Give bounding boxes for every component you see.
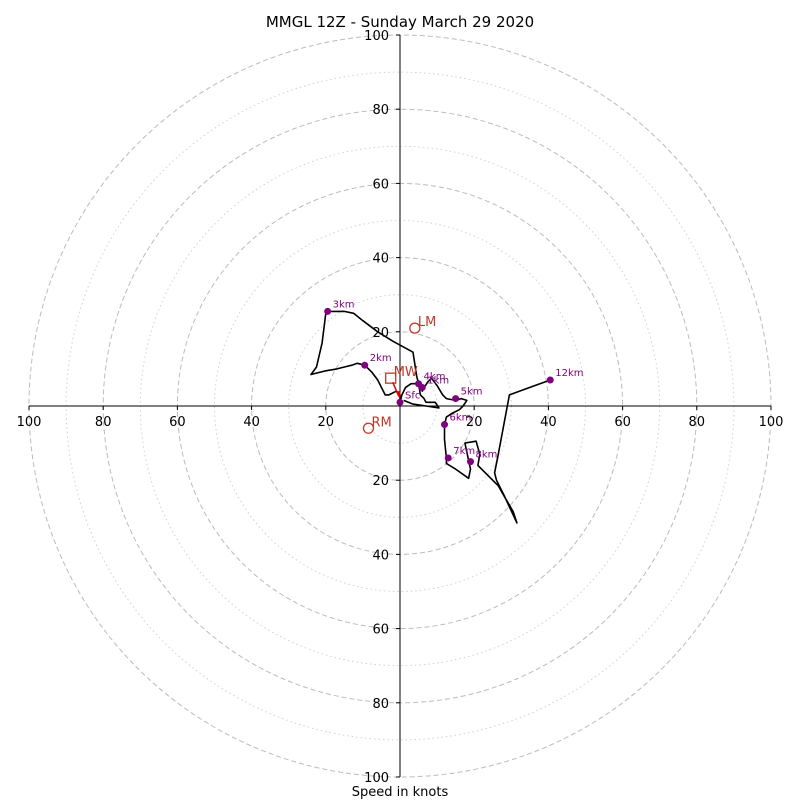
y-tick-label: 20	[372, 474, 389, 489]
storm-motion-marker	[409, 322, 421, 334]
wind-trace-line-low	[399, 382, 440, 409]
height-marker	[466, 458, 474, 466]
wind-trace	[310, 310, 551, 524]
height-marker	[361, 361, 369, 369]
y-tick-label: 60	[372, 177, 389, 192]
x-tick-label: 20	[466, 415, 483, 430]
height-marker	[396, 398, 404, 406]
x-tick-label: 60	[169, 415, 186, 430]
height-label: 1km	[427, 375, 449, 386]
storm-motion-marker	[362, 422, 375, 434]
height-marker	[452, 395, 460, 403]
y-tick-label: 100	[364, 29, 389, 44]
x-tick-label: 60	[614, 415, 631, 430]
height-marker	[441, 421, 449, 429]
tick-labels: 100 80 60 40 20 20 40 60 80 100100806040202040608…	[17, 29, 784, 786]
x-tick-label: 40	[540, 415, 557, 430]
height-label: 4km	[424, 372, 446, 383]
height-label: 3km	[333, 299, 355, 310]
height-label: 12km	[555, 368, 583, 379]
height-marker	[444, 454, 452, 462]
mean-wind-arrowhead	[395, 391, 401, 400]
storm-motion-label: MW	[394, 365, 418, 380]
mean-wind-marker	[385, 372, 397, 384]
storm-motion-label: LM	[418, 315, 436, 330]
y-tick-label: 80	[372, 697, 389, 712]
x-tick-label: 80	[95, 415, 112, 430]
chart-title: MMGL 12Z - Sunday March 29 2020	[266, 13, 534, 31]
y-tick-label: 100	[364, 771, 389, 786]
x-tick-label: 20	[318, 415, 335, 430]
height-label: 8km	[475, 450, 497, 461]
height-label: 2km	[370, 353, 392, 364]
wind-trace-line	[310, 310, 551, 524]
y-tick-label: 60	[372, 623, 389, 638]
x-axis-label: Speed in knots	[352, 785, 449, 800]
height-marker	[546, 376, 554, 384]
axes	[28, 34, 772, 778]
height-label: Sfc	[405, 390, 420, 401]
height-markers: Sfc 1km 2km 3km 4km 5km 6km 7km 8km 12km	[324, 299, 584, 466]
height-label: 6km	[450, 413, 472, 424]
height-label: 7km	[453, 446, 475, 457]
height-marker	[324, 307, 332, 315]
x-tick-label: 40	[243, 415, 260, 430]
x-tick-label: 100	[17, 415, 42, 430]
height-marker	[415, 380, 423, 388]
y-tick-label: 40	[372, 252, 389, 267]
x-tick-label: 100	[759, 415, 784, 430]
storm-motion-label: RM	[371, 415, 391, 430]
y-tick-label: 80	[372, 103, 389, 118]
storm-motion-markers: LM RM MW	[362, 315, 436, 434]
height-label: 5km	[461, 387, 483, 398]
x-tick-label: 80	[689, 415, 706, 430]
y-tick-label: 40	[372, 548, 389, 563]
